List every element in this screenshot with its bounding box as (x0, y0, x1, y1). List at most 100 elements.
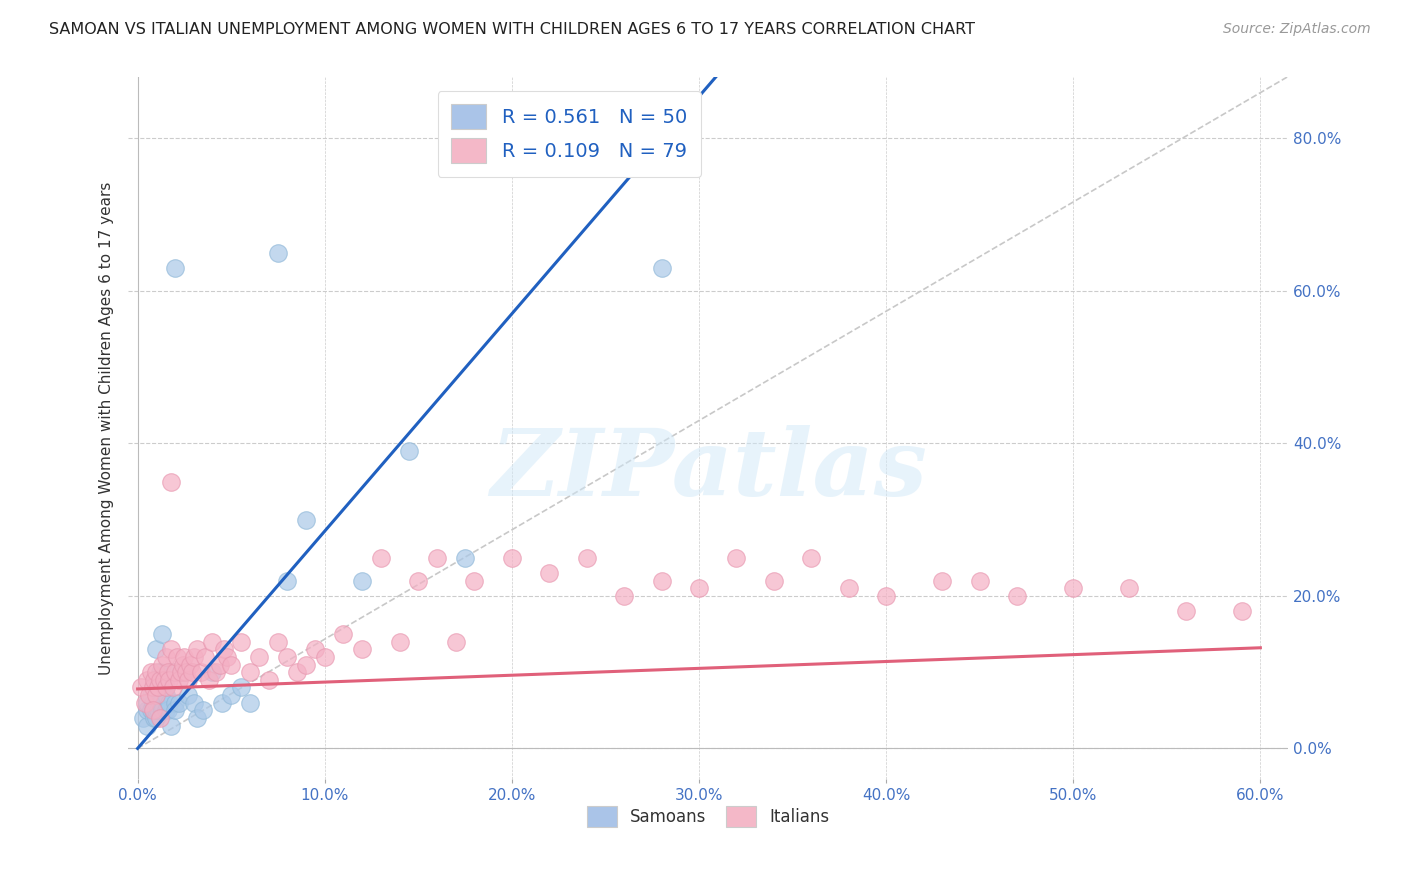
Point (295, 657, 318, 672)
Point (444, 634, 467, 648)
Point (201, 665, 224, 680)
Point (163, 665, 186, 680)
Point (136, 703, 159, 717)
Point (613, 589, 636, 603)
Point (145, 642, 167, 657)
Point (191, 703, 214, 717)
Point (208, 657, 231, 672)
Point (150, 703, 173, 717)
Point (651, 261, 673, 276)
Point (160, 642, 183, 657)
Point (183, 649, 205, 664)
Point (142, 703, 165, 717)
Point (183, 696, 205, 710)
Point (285, 665, 308, 680)
Point (762, 574, 785, 588)
Point (1118, 582, 1140, 596)
Point (426, 550, 449, 565)
Point (267, 634, 290, 648)
Point (157, 673, 180, 687)
Point (651, 574, 673, 588)
Point (212, 642, 235, 657)
Point (211, 696, 233, 710)
Point (145, 688, 167, 702)
Point (148, 681, 170, 695)
Point (156, 665, 179, 680)
Point (145, 673, 167, 687)
Point (153, 673, 176, 687)
Point (142, 681, 165, 695)
Point (257, 673, 280, 687)
Point (148, 703, 170, 717)
Point (177, 688, 200, 702)
Point (219, 688, 242, 702)
Point (177, 673, 200, 687)
Point (1005, 589, 1028, 603)
Point (160, 665, 183, 680)
Text: ZIPatlas: ZIPatlas (489, 425, 927, 516)
Point (150, 627, 173, 641)
Point (725, 550, 748, 565)
Point (145, 696, 167, 710)
Point (276, 574, 298, 588)
Point (166, 649, 188, 664)
Point (295, 513, 318, 527)
Point (142, 703, 165, 717)
Point (155, 688, 177, 702)
Point (276, 649, 298, 664)
Point (180, 665, 202, 680)
Point (143, 673, 166, 687)
Point (167, 673, 190, 687)
Point (186, 711, 208, 725)
Point (370, 550, 392, 565)
Point (1062, 582, 1084, 596)
Point (267, 245, 290, 260)
Point (875, 589, 897, 603)
Point (139, 703, 162, 717)
Point (145, 711, 167, 725)
Point (172, 657, 194, 672)
Point (167, 696, 190, 710)
Point (463, 574, 485, 588)
Point (800, 550, 823, 565)
Point (139, 688, 162, 702)
Point (179, 657, 201, 672)
Point (247, 649, 270, 664)
Point (149, 665, 172, 680)
Point (304, 642, 326, 657)
Point (155, 649, 177, 664)
Point (136, 673, 159, 687)
Point (139, 665, 162, 680)
Point (143, 711, 166, 725)
Point (201, 634, 224, 648)
Point (398, 444, 420, 458)
Point (931, 574, 953, 588)
Point (239, 665, 262, 680)
Point (501, 550, 523, 565)
Point (163, 696, 186, 710)
Point (163, 261, 186, 276)
Legend: Samoans, Italians: Samoans, Italians (581, 799, 837, 834)
Point (186, 642, 208, 657)
Point (156, 703, 179, 717)
Point (314, 649, 336, 664)
Point (688, 582, 710, 596)
Text: SAMOAN VS ITALIAN UNEMPLOYMENT AMONG WOMEN WITH CHILDREN AGES 6 TO 17 YEARS CORR: SAMOAN VS ITALIAN UNEMPLOYMENT AMONG WOM… (49, 22, 976, 37)
Point (239, 696, 262, 710)
Point (162, 681, 184, 695)
Point (388, 634, 411, 648)
Point (217, 649, 239, 664)
Point (229, 634, 252, 648)
Point (173, 665, 195, 680)
Point (160, 718, 183, 732)
Point (838, 582, 860, 596)
Point (142, 696, 165, 710)
Point (969, 574, 991, 588)
Point (149, 696, 172, 710)
Point (155, 681, 177, 695)
Point (169, 665, 191, 680)
Point (149, 673, 172, 687)
Point (150, 657, 173, 672)
Point (138, 688, 160, 702)
Point (157, 696, 180, 710)
